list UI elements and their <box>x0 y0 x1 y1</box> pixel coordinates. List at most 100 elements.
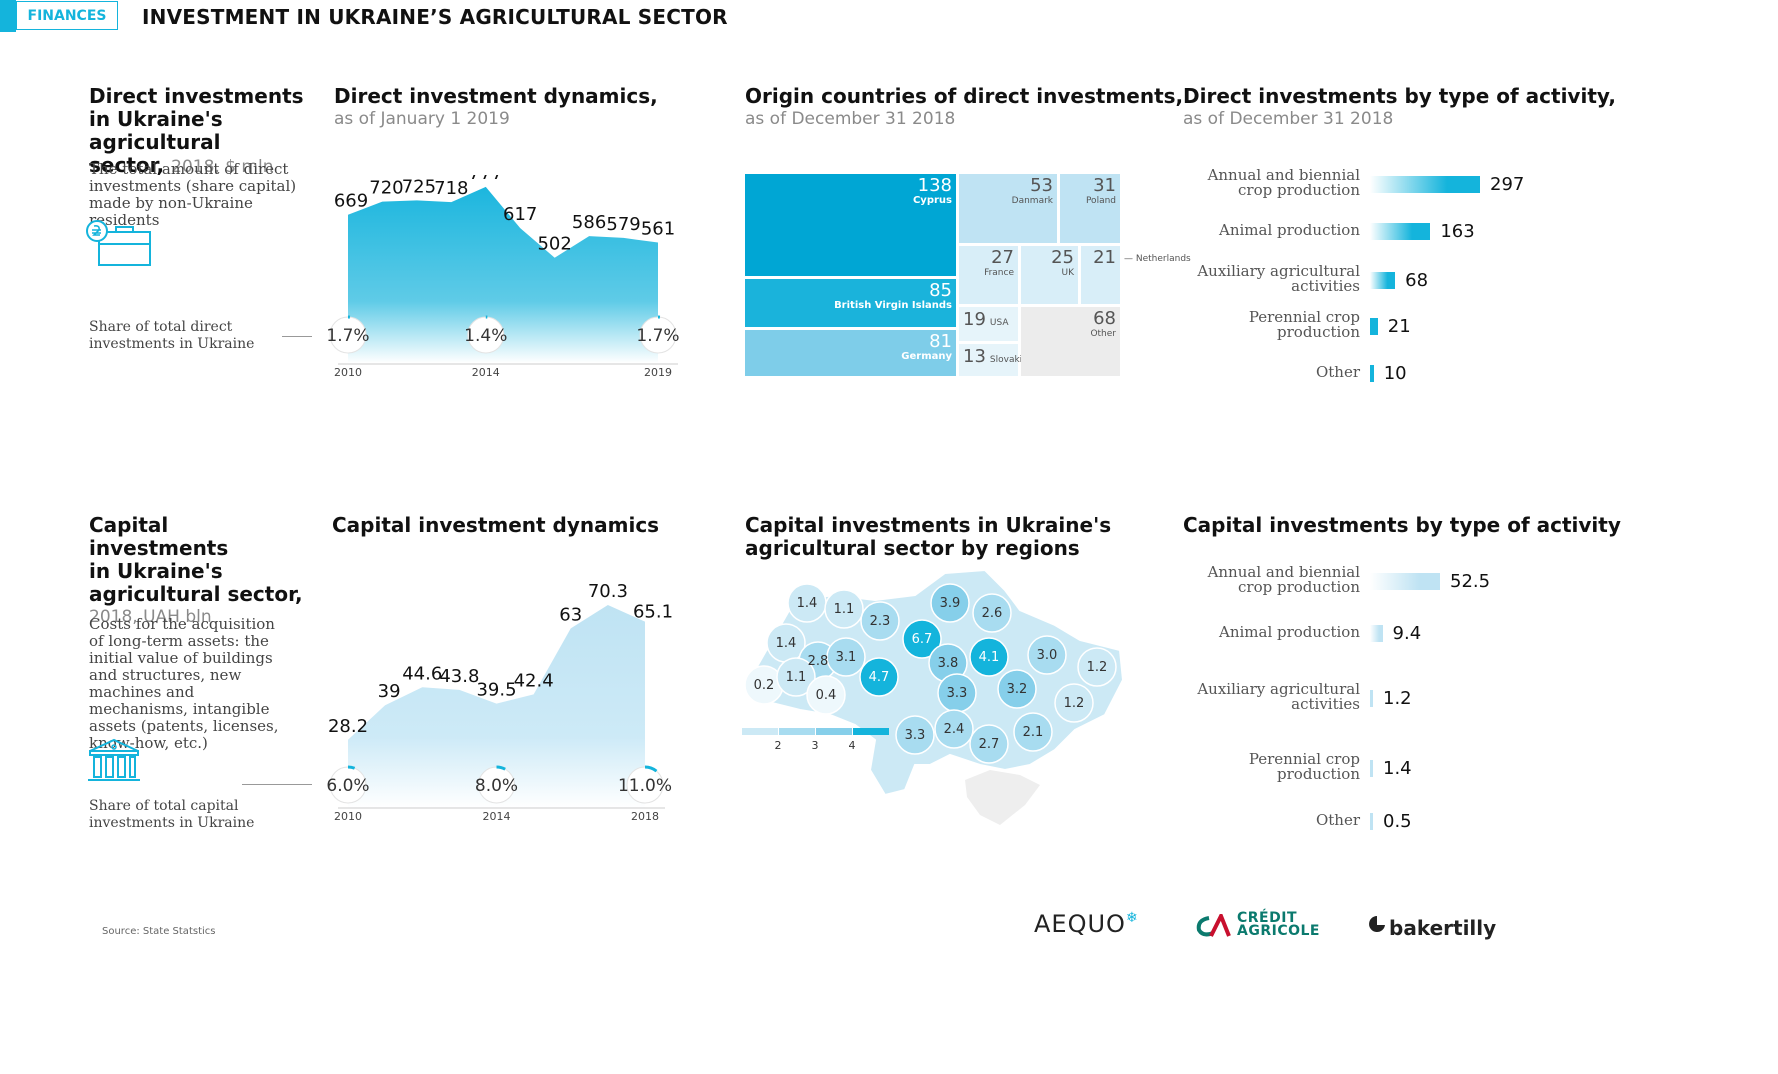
region-value-label: 2.3 <box>870 614 891 629</box>
direct-description: The total amount of direct investments (… <box>89 160 297 229</box>
region-cell <box>972 593 1012 633</box>
treemap-value: 138 <box>917 175 952 196</box>
treemap-label: Other <box>1090 329 1116 339</box>
bar-value-label: 52.5 <box>1450 571 1491 592</box>
x-tick-label: 2014 <box>483 810 511 823</box>
origin-title-text: Origin countries of direct investments, <box>745 84 1184 108</box>
treemap-value: 31 <box>1093 175 1116 196</box>
treemap-value: 68 <box>1093 308 1116 329</box>
bar-category-label: Auxiliary agricultural activities <box>1197 262 1360 295</box>
direct-activity-title-text: Direct investments by type of activity, <box>1183 84 1616 108</box>
data-label: 725 <box>402 176 436 197</box>
treemap-label: British Virgin Islands <box>834 300 952 311</box>
direct-dynamics-subtitle: as of January 1 2019 <box>334 109 510 129</box>
capital-share-connector <box>242 784 312 785</box>
direct-heading: Direct investments in Ukraine's agricult… <box>89 85 319 179</box>
treemap-cell: 31 Poland <box>1060 174 1120 243</box>
bar-category-label: Other <box>1315 363 1360 381</box>
region-value-label: 0.2 <box>754 678 775 693</box>
treemap-label: Slovakia <box>989 355 1028 365</box>
region-value-label: 2.6 <box>982 606 1003 621</box>
data-label: 70.3 <box>588 581 628 602</box>
treemap-label: UK <box>1061 268 1075 278</box>
logo-credit-line2: AGRICOLE <box>1237 923 1320 939</box>
region-value-label: 2.4 <box>944 722 965 737</box>
region-value-label: 1.1 <box>834 602 855 617</box>
share-value-label: 6.0% <box>326 776 369 796</box>
share-value-label: 1.7% <box>326 326 369 346</box>
x-tick-label: 2018 <box>631 810 659 823</box>
bar <box>1370 223 1431 240</box>
direct-heading-line3: sector, <box>89 153 165 177</box>
source-note: Source: State Statstics <box>102 926 216 937</box>
region-cell <box>1013 712 1053 752</box>
data-label: 39.5 <box>476 680 516 701</box>
bar <box>1370 318 1378 335</box>
direct-heading-meta: 2018, $ mln <box>171 157 274 177</box>
bar-category-label: Perennial crop production <box>1248 308 1360 341</box>
direct-activity-subtitle: as of December 31 2018 <box>1183 109 1394 129</box>
treemap-value: 21 <box>1093 247 1116 268</box>
bar <box>1370 760 1373 777</box>
region-value-label: 3.3 <box>905 728 926 743</box>
region-value-label: 0.4 <box>816 688 837 703</box>
share-arc <box>496 765 506 771</box>
region-value-label: 3.1 <box>836 650 857 665</box>
legend-swatch <box>816 728 852 735</box>
briefcase-hryvnia-icon <box>86 220 151 266</box>
share-arc <box>644 765 658 773</box>
bar <box>1370 690 1373 707</box>
bank-building-icon <box>88 738 140 781</box>
region-value-label: 1.2 <box>1064 696 1085 711</box>
region-value-label: 4.1 <box>979 650 1000 665</box>
origin-subtitle: as of December 31 2018 <box>745 109 956 129</box>
region-value-label: 2.8 <box>808 654 829 669</box>
region-value-label: 1.4 <box>776 636 797 651</box>
region-value-label: 3.3 <box>947 686 968 701</box>
region-cell <box>1027 635 1067 675</box>
data-label: 43.8 <box>439 666 479 687</box>
map-legend: 2 3 4 <box>742 728 889 752</box>
crimea-region <box>965 770 1040 825</box>
treemap-label: France <box>984 268 1014 278</box>
capital-share-label: Share of total capital investments in Uk… <box>89 798 255 831</box>
bar-category-label: Annual and biennial crop production <box>1207 166 1360 199</box>
capital-heading-meta: 2018, UAH bln <box>89 607 212 627</box>
data-label: 586 <box>572 212 606 233</box>
region-value-label: 4.7 <box>869 670 890 685</box>
legend-swatch <box>742 728 778 735</box>
capital-heading-line2: in Ukraine's <box>89 559 223 583</box>
treemap-label: Danmark <box>1011 196 1053 206</box>
x-tick-label: 2010 <box>334 366 362 379</box>
region-value-label: 3.8 <box>938 656 959 671</box>
page-title: INVESTMENT IN UKRAINE’S AGRICULTURAL SEC… <box>142 5 728 29</box>
data-label: 579 <box>606 214 640 235</box>
x-tick-label: 2019 <box>644 366 672 379</box>
region-cell <box>824 589 864 629</box>
bar <box>1370 176 1480 193</box>
logo-credit-line1: CRÉDIT <box>1237 910 1297 926</box>
treemap-label: USA <box>989 318 1009 328</box>
direct-share-connector <box>282 336 312 337</box>
region-value-label: 2.7 <box>979 737 1000 752</box>
bar-value-label: 297 <box>1490 174 1525 195</box>
origin-treemap: 138 Cyprus 85 British Virgin Islands 81 Germa… <box>745 174 1195 377</box>
treemap-value: 27 <box>991 247 1014 268</box>
capital-heading-line1: Capital investments <box>89 513 229 560</box>
direct-dynamics-title-text: Direct investment dynamics, <box>334 84 658 108</box>
treemap-cell: 13 Slovakia <box>959 344 1028 376</box>
treemap-value: 53 <box>1030 175 1053 196</box>
capital-dynamics-title: Capital investment dynamics <box>332 513 660 537</box>
region-cell <box>1077 647 1117 687</box>
region-cell <box>997 669 1037 709</box>
region-cell <box>860 601 900 641</box>
logo-aequo-text: AEQUO <box>1034 910 1126 938</box>
direct-share-label: Share of total direct investments in Ukr… <box>89 319 255 352</box>
bar-value-label: 10 <box>1383 363 1407 384</box>
share-value-label: 1.7% <box>636 326 679 346</box>
region-value-label: 1.2 <box>1087 660 1108 675</box>
legend-swatch <box>779 728 815 735</box>
bar-value-label: 9.4 <box>1392 623 1422 644</box>
bar-value-label: 68 <box>1405 270 1429 291</box>
